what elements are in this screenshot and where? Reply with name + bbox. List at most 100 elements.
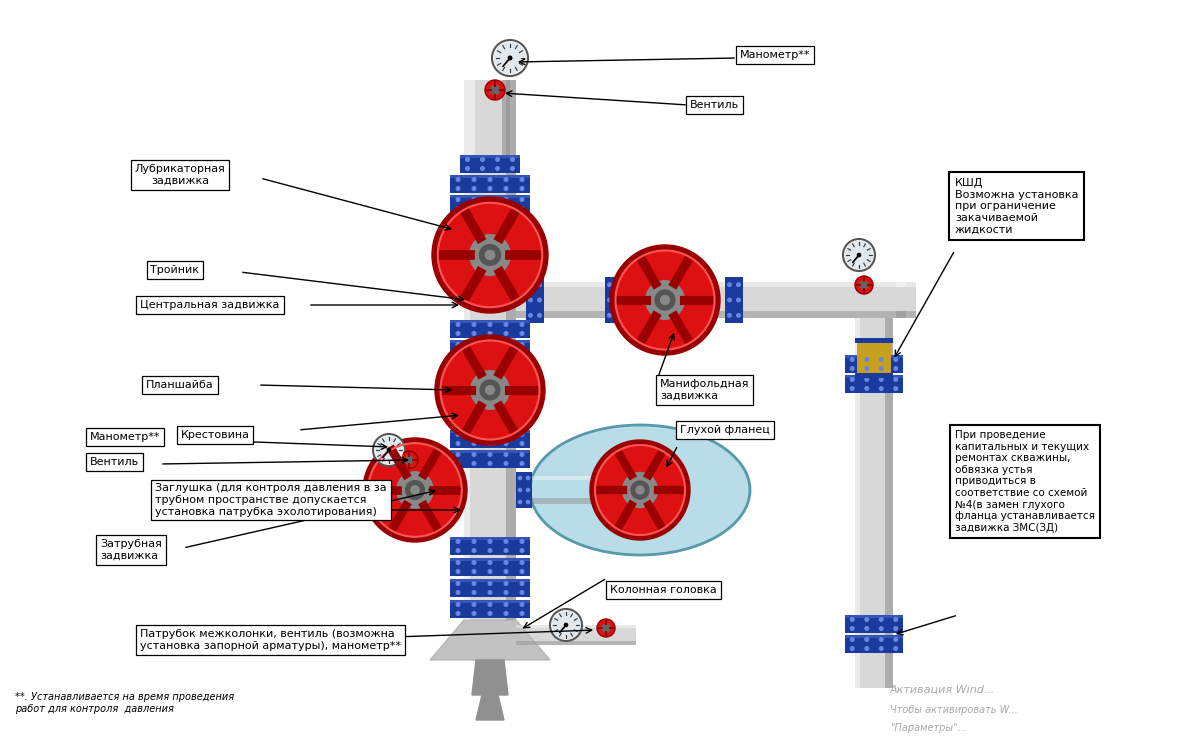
Circle shape bbox=[470, 370, 509, 410]
Circle shape bbox=[617, 298, 620, 302]
Bar bbox=[450, 558, 530, 561]
Circle shape bbox=[456, 442, 460, 445]
Circle shape bbox=[466, 167, 469, 170]
Circle shape bbox=[857, 253, 860, 257]
Bar bbox=[450, 430, 530, 432]
Bar bbox=[450, 340, 530, 358]
Circle shape bbox=[590, 440, 690, 540]
Circle shape bbox=[494, 43, 526, 73]
Ellipse shape bbox=[530, 425, 750, 555]
Bar bbox=[854, 338, 893, 343]
Circle shape bbox=[529, 298, 533, 302]
Circle shape bbox=[456, 582, 460, 585]
Circle shape bbox=[865, 387, 869, 390]
Circle shape bbox=[518, 500, 522, 503]
Circle shape bbox=[504, 432, 508, 436]
Circle shape bbox=[488, 462, 492, 465]
Bar bbox=[845, 355, 904, 358]
Circle shape bbox=[851, 387, 854, 390]
Bar bbox=[516, 625, 636, 628]
Text: КШД
Возможна установка
при ограничение
закачиваемой
жидкости: КШД Возможна установка при ограничение з… bbox=[955, 178, 1079, 235]
Circle shape bbox=[486, 385, 494, 394]
Circle shape bbox=[488, 539, 492, 543]
Circle shape bbox=[880, 358, 883, 362]
Text: Глухой фланец: Глухой фланец bbox=[680, 425, 769, 435]
Circle shape bbox=[473, 590, 475, 594]
Circle shape bbox=[473, 432, 475, 436]
Circle shape bbox=[504, 342, 508, 346]
Circle shape bbox=[636, 486, 644, 494]
Circle shape bbox=[504, 207, 508, 210]
Circle shape bbox=[473, 352, 475, 355]
Circle shape bbox=[851, 638, 854, 641]
Text: Планшайба: Планшайба bbox=[146, 380, 214, 390]
Bar bbox=[845, 615, 904, 633]
Circle shape bbox=[492, 40, 528, 76]
Circle shape bbox=[373, 434, 406, 466]
Circle shape bbox=[456, 187, 460, 190]
Circle shape bbox=[851, 358, 854, 362]
Bar bbox=[450, 450, 530, 452]
Circle shape bbox=[521, 582, 523, 585]
Bar bbox=[450, 320, 530, 338]
Circle shape bbox=[538, 283, 541, 286]
Circle shape bbox=[602, 624, 610, 632]
Circle shape bbox=[504, 582, 508, 585]
Bar bbox=[516, 472, 532, 508]
Circle shape bbox=[521, 352, 523, 355]
Circle shape bbox=[552, 611, 580, 638]
Circle shape bbox=[488, 612, 492, 615]
Circle shape bbox=[845, 241, 872, 269]
Bar bbox=[845, 635, 904, 653]
Bar bbox=[896, 282, 916, 318]
Circle shape bbox=[488, 570, 492, 573]
Circle shape bbox=[473, 178, 475, 182]
Circle shape bbox=[521, 207, 523, 210]
Circle shape bbox=[521, 323, 523, 326]
Circle shape bbox=[406, 480, 425, 500]
Polygon shape bbox=[430, 620, 550, 660]
Bar bbox=[845, 355, 904, 373]
Circle shape bbox=[607, 314, 611, 317]
Circle shape bbox=[842, 239, 875, 271]
Circle shape bbox=[456, 342, 460, 346]
Circle shape bbox=[473, 561, 475, 565]
Circle shape bbox=[473, 612, 475, 615]
Circle shape bbox=[504, 352, 508, 355]
Bar bbox=[450, 600, 530, 603]
Circle shape bbox=[473, 570, 475, 573]
Circle shape bbox=[410, 486, 419, 494]
Circle shape bbox=[854, 276, 874, 294]
Circle shape bbox=[504, 442, 508, 445]
Circle shape bbox=[737, 283, 740, 286]
Circle shape bbox=[880, 378, 883, 382]
Circle shape bbox=[894, 378, 898, 382]
Bar bbox=[450, 450, 530, 468]
Circle shape bbox=[388, 449, 391, 452]
Circle shape bbox=[488, 331, 492, 335]
Circle shape bbox=[473, 462, 475, 465]
Bar bbox=[516, 282, 906, 318]
Circle shape bbox=[488, 187, 492, 190]
Circle shape bbox=[521, 331, 523, 335]
Polygon shape bbox=[476, 695, 504, 720]
Circle shape bbox=[504, 187, 508, 190]
Bar bbox=[516, 625, 636, 645]
Circle shape bbox=[851, 646, 854, 650]
Bar bbox=[450, 175, 530, 193]
Circle shape bbox=[550, 609, 582, 641]
Circle shape bbox=[397, 472, 433, 508]
Circle shape bbox=[727, 298, 731, 302]
Circle shape bbox=[610, 245, 720, 355]
Circle shape bbox=[727, 314, 731, 317]
Circle shape bbox=[469, 235, 510, 275]
Circle shape bbox=[880, 387, 883, 390]
Circle shape bbox=[491, 86, 499, 94]
Bar bbox=[505, 80, 516, 620]
Circle shape bbox=[466, 158, 469, 162]
Circle shape bbox=[456, 452, 460, 456]
Circle shape bbox=[894, 627, 898, 630]
Circle shape bbox=[527, 500, 529, 503]
Circle shape bbox=[504, 462, 508, 465]
Text: Активация Wind...: Активация Wind... bbox=[890, 685, 995, 695]
